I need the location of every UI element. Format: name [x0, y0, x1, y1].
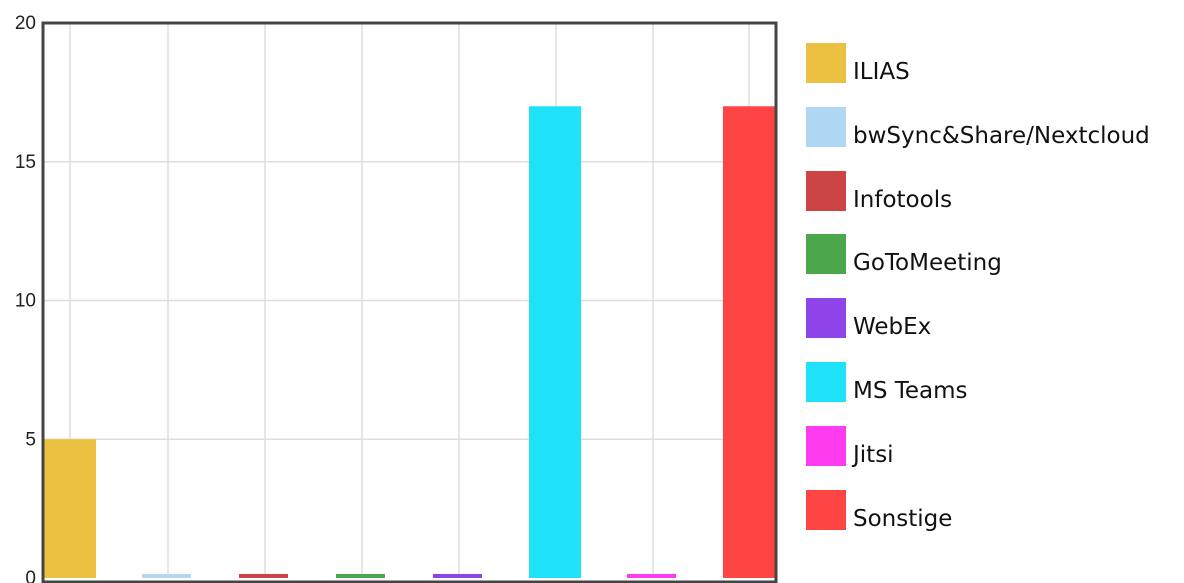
- bar-ms-teams: [529, 106, 581, 578]
- bar-sonstige: [723, 106, 776, 578]
- legend-swatch: [806, 362, 846, 402]
- legend-item: MS Teams: [806, 362, 1184, 404]
- legend-swatch: [806, 43, 846, 83]
- bar-webex: [433, 574, 482, 578]
- legend-swatch: [806, 234, 846, 275]
- legend-label: Jitsi: [853, 441, 894, 468]
- legend-swatch: [806, 425, 846, 466]
- legend-item: Sonstige: [806, 489, 1184, 532]
- legend-label: GoToMeeting: [853, 250, 1002, 277]
- legend-item: bwSync&Share/Nextcloud: [806, 106, 1184, 149]
- legend-swatch: [806, 298, 846, 339]
- legend-item: ILIAS: [806, 43, 1184, 85]
- grid: [44, 23, 776, 578]
- plot-frame: [41, 21, 778, 583]
- bar-gotomeeting: [336, 574, 385, 578]
- legend-item: WebEx: [806, 298, 1184, 340]
- legend-label: MS Teams: [853, 378, 968, 404]
- bar-infotools: [239, 574, 288, 578]
- legend-swatch: [806, 106, 846, 147]
- y-tick-label: 0: [25, 568, 36, 583]
- legend-label: ILIAS: [853, 59, 910, 85]
- y-tick-label: 15: [15, 152, 36, 173]
- bar-ilias: [44, 439, 96, 578]
- legend-label: WebEx: [853, 314, 932, 341]
- legend-item: Jitsi: [806, 425, 1184, 468]
- y-tick-label: 5: [25, 429, 36, 450]
- legend-item: GoToMeeting: [806, 234, 1184, 276]
- bars: [44, 106, 776, 578]
- y-tick-label: 10: [15, 291, 36, 312]
- legend-item: Infotools: [806, 170, 1184, 213]
- legend-label: bwSync&Share/Nextcloud: [853, 122, 1150, 149]
- legend-label: Infotools: [853, 186, 953, 213]
- legend-swatch: [806, 489, 846, 530]
- legend-swatch: [806, 170, 846, 211]
- legend-label: Sonstige: [853, 505, 953, 532]
- y-tick-label: 20: [15, 13, 36, 34]
- bar-chart-svg: 0 5 10 15 20: [15, 13, 778, 583]
- bar-jitsi: [627, 574, 676, 578]
- y-axis-ticks: 0 5 10 15 20: [15, 13, 36, 583]
- bar-bwsync-share-nextcloud: [142, 574, 191, 578]
